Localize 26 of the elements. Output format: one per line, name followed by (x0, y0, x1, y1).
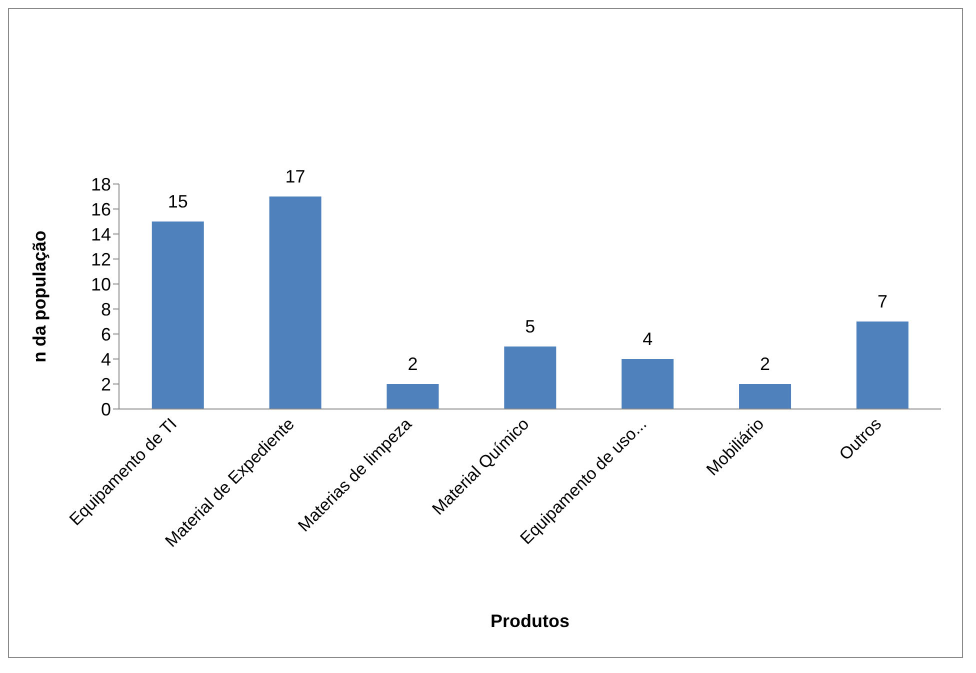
data-label: 2 (408, 354, 418, 374)
bar (856, 322, 908, 409)
y-tick-label: 14 (90, 224, 111, 244)
y-tick-label: 12 (90, 249, 111, 270)
y-tick-label: 0 (100, 399, 111, 420)
y-tick-label: 4 (100, 349, 111, 370)
bar (504, 346, 556, 409)
y-tick-label: 10 (90, 274, 111, 294)
bar (622, 359, 674, 409)
y-tick-label: 16 (90, 199, 111, 220)
y-axis-title: n da população (29, 230, 50, 363)
y-tick-label: 18 (90, 174, 111, 194)
bar (152, 222, 204, 409)
y-tick-label: 8 (100, 299, 111, 320)
data-label: 17 (285, 166, 306, 186)
bar (739, 384, 792, 409)
bar (386, 384, 439, 409)
bar (269, 196, 322, 409)
data-label: 4 (642, 329, 653, 349)
y-tick-label: 2 (100, 374, 111, 394)
data-label: 5 (525, 316, 536, 336)
data-label: 15 (168, 192, 188, 212)
data-label: 7 (877, 292, 888, 312)
y-tick-label: 6 (100, 324, 111, 344)
data-label: 2 (760, 354, 770, 374)
x-axis-title: Produtos (490, 611, 570, 631)
